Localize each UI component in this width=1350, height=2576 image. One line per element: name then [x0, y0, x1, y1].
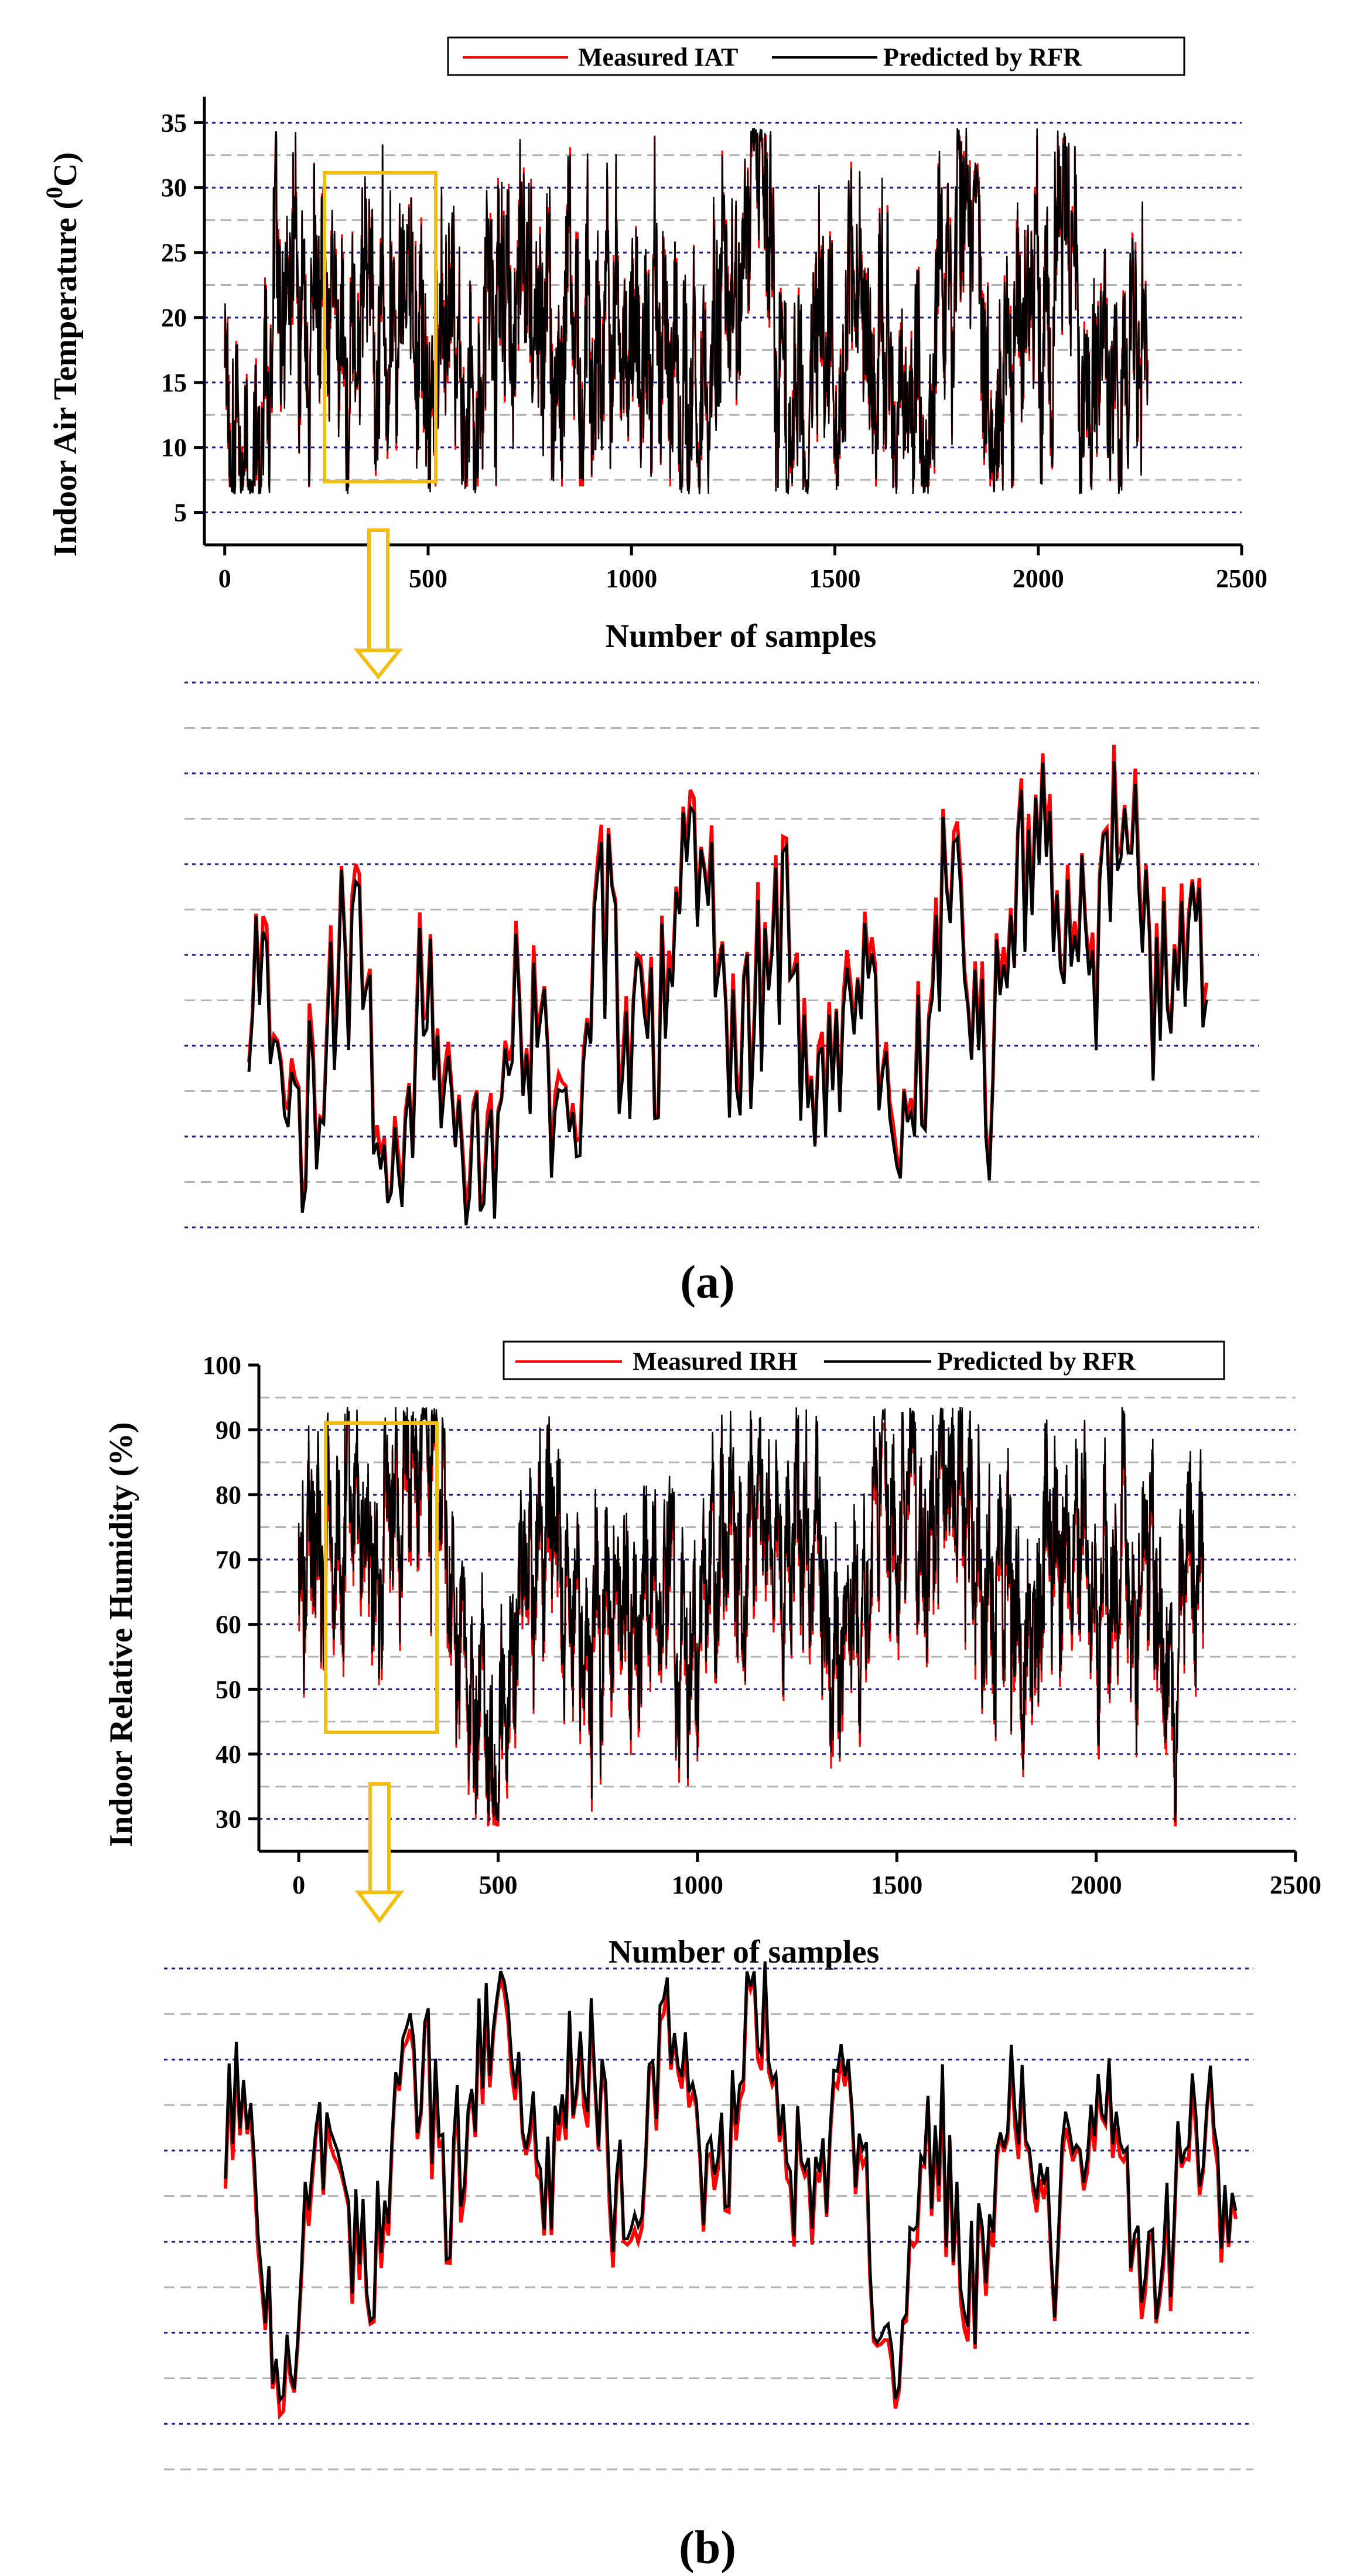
panel-b-zoom-chart [164, 1961, 1253, 2471]
panel-b-y-axis-title: Indoor Relative Humidity (%) [103, 1422, 139, 1847]
panel-b-zoom-gridlines [164, 1967, 1253, 2471]
panel-b-label: (b) [679, 2522, 736, 2574]
y-tick-label: 50 [216, 1675, 241, 1704]
y-tick-label: 15 [161, 369, 187, 397]
panel-a-zoom-chart [184, 681, 1259, 1229]
y-tick-label: 40 [216, 1740, 241, 1769]
panel-b-main-chart: 0 500 1000 1500 2000 2500 30 40 50 60 70 80 90 100 N… [103, 1340, 1321, 1970]
panel-a-highlight-box [323, 171, 438, 483]
panel-b-y-ticks: 30 40 50 60 70 80 90 100 [203, 1351, 259, 1834]
x-tick-label: 0 [292, 1871, 305, 1899]
y-tick-label: 10 [161, 434, 187, 462]
panel-a-y-ticks: 5 10 15 20 25 30 35 [161, 108, 204, 527]
y-tick-label: 70 [216, 1545, 241, 1574]
panel-b-series [298, 1407, 1205, 1827]
x-tick-label: 500 [479, 1871, 517, 1899]
y-tick-label: 25 [161, 238, 187, 267]
x-tick-label: 500 [409, 564, 447, 593]
legend-measured-label: Measured IAT [578, 43, 738, 71]
panel-b-x-ticks: 0 500 1000 1500 2000 2500 [292, 1851, 1321, 1899]
panel-b-x-axis-title: Number of samples [609, 1934, 880, 1970]
x-tick-label: 2500 [1270, 1871, 1321, 1899]
x-tick-label: 2000 [1013, 564, 1064, 593]
y-tick-label: 90 [216, 1416, 241, 1445]
panel-a-main-chart: 0 500 1000 1500 2000 2500 5 10 15 20 25 30 35 Numbe… [41, 36, 1267, 654]
panel-a-legend: Measured IAT Predicted by RFR [447, 36, 1185, 76]
y-tick-label: 5 [174, 499, 187, 527]
panel-b-legend: Measured IRH Predicted by RFR [503, 1340, 1225, 1380]
legend-measured-label: Measured IRH [633, 1347, 798, 1376]
y-tick-label: 30 [216, 1805, 241, 1834]
panel-b-zoom-series [224, 1961, 1238, 2420]
y-tick-label: 80 [216, 1480, 241, 1509]
x-tick-label: 1000 [672, 1871, 723, 1899]
y-tick-label: 100 [203, 1351, 241, 1380]
panel-a-series [224, 128, 1149, 494]
x-tick-label: 0 [218, 564, 231, 593]
panel-b-zoom-arrow [355, 1782, 404, 1923]
panel-a-zoom-arrow [353, 528, 404, 680]
legend-predicted-label: Predicted by RFR [883, 43, 1082, 71]
predicted-rfr-zoom-line [224, 1961, 1238, 2405]
y-tick-label: 35 [161, 108, 187, 137]
y-tick-label: 60 [216, 1611, 241, 1639]
y-tick-label: 30 [161, 173, 187, 202]
x-tick-label: 2000 [1071, 1871, 1122, 1899]
panel-a-label: (a) [680, 1257, 734, 1308]
panel-a-x-axis-title: Number of samples [606, 618, 877, 654]
legend-predicted-label: Predicted by RFR [937, 1347, 1136, 1376]
y-tick-label: 20 [161, 303, 187, 332]
x-tick-label: 1000 [606, 564, 657, 593]
panel-a-y-axis-title: Indoor Air Temperature (0C) [41, 152, 84, 557]
x-tick-label: 1500 [809, 564, 860, 593]
predicted-rfr-line [298, 1407, 1204, 1823]
panel-a-zoom-series [247, 745, 1208, 1226]
panel-a-x-ticks: 0 500 1000 1500 2000 2500 [218, 545, 1267, 593]
predicted-rfr-line [224, 128, 1149, 494]
panel-b-highlight-box [324, 1421, 439, 1734]
x-tick-label: 2500 [1216, 564, 1267, 593]
x-tick-label: 1500 [871, 1871, 922, 1899]
predicted-rfr-zoom-line [247, 761, 1208, 1226]
